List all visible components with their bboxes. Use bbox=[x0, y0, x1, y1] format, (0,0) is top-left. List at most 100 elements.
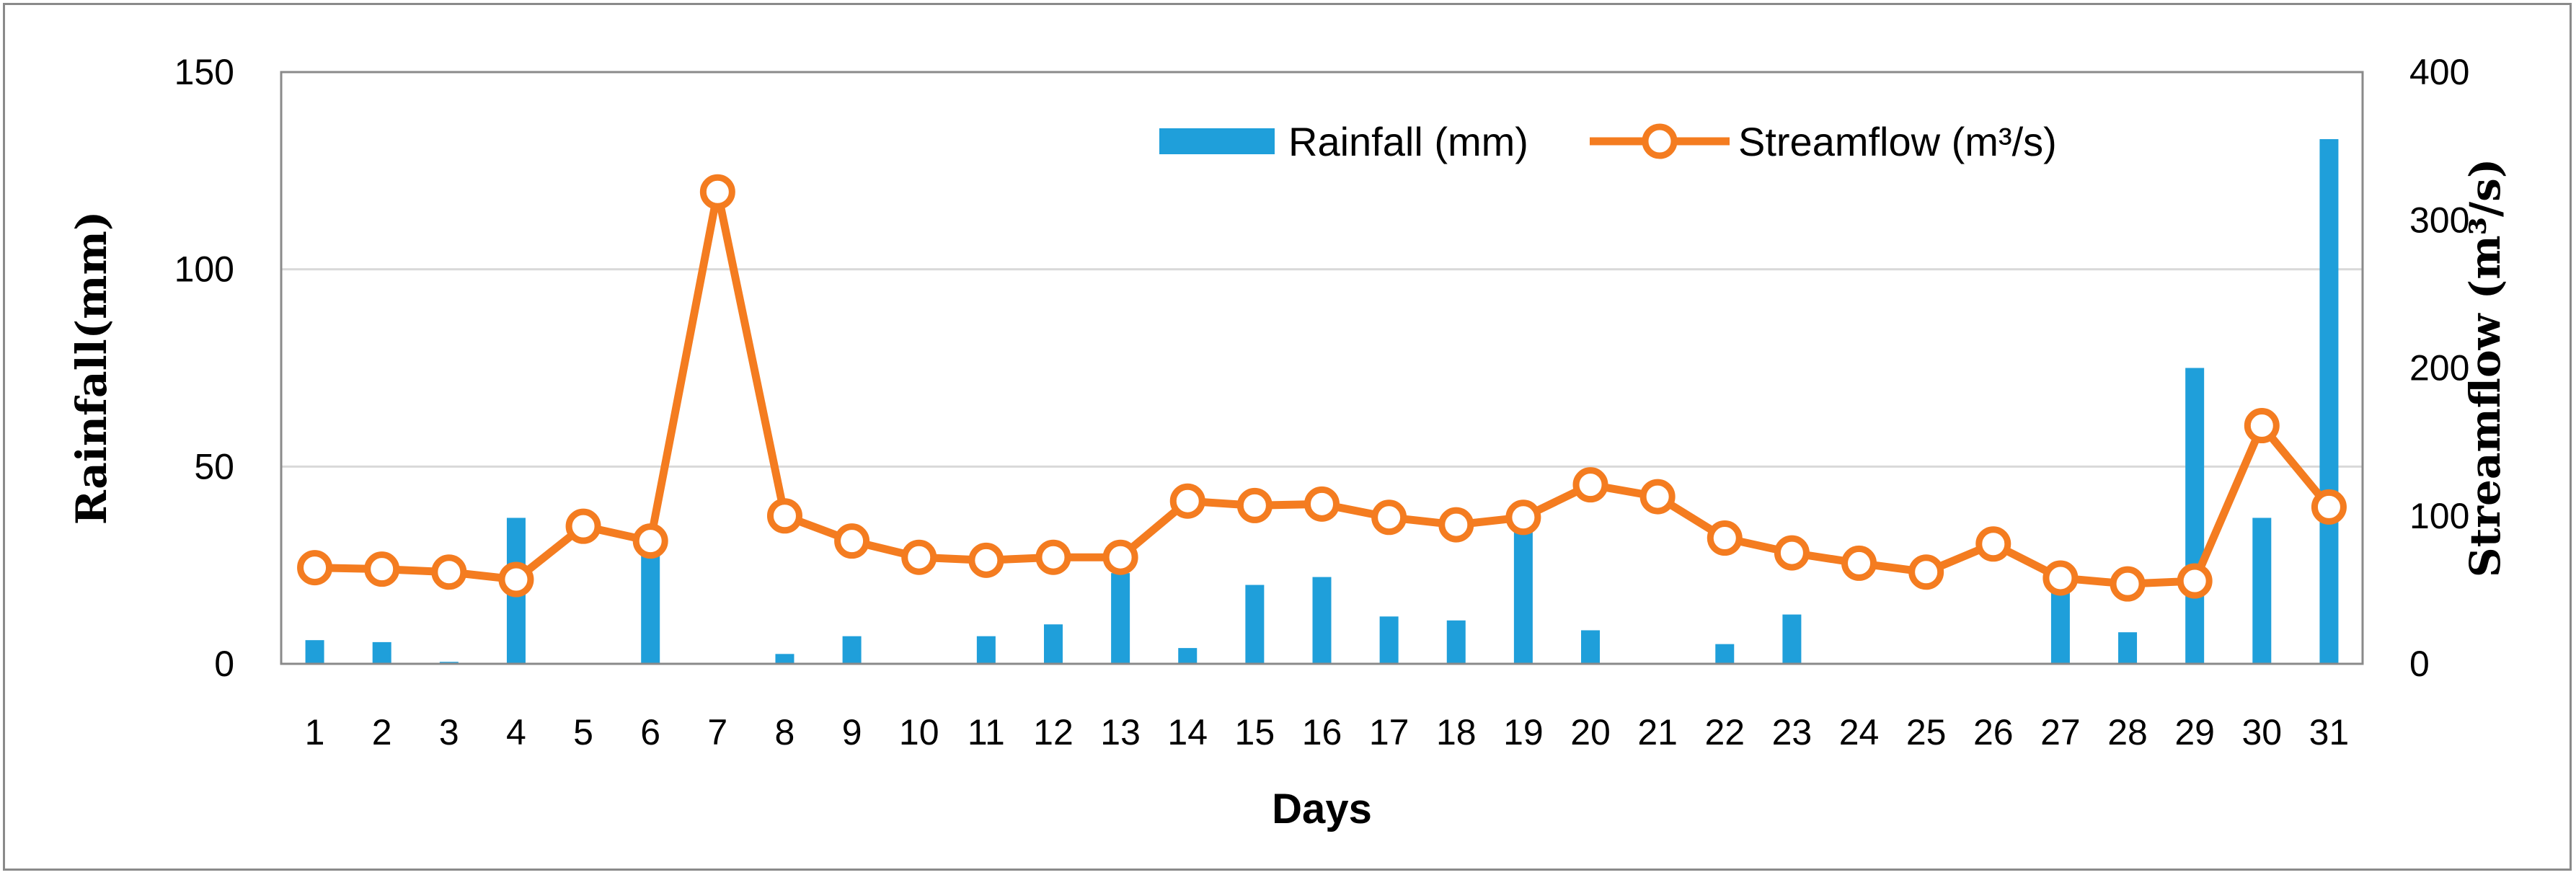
rainfall-bar bbox=[1782, 614, 1802, 664]
x-tick-label: 28 bbox=[2107, 712, 2148, 752]
streamflow-marker bbox=[364, 551, 400, 587]
rainfall-bar bbox=[1178, 648, 1198, 664]
rainfall-bar bbox=[976, 636, 996, 664]
y-axis-left-title: Rainfall(mm) bbox=[67, 211, 116, 525]
x-tick-label: 22 bbox=[1704, 712, 1745, 752]
x-tick-label: 27 bbox=[2040, 712, 2081, 752]
x-tick-label: 29 bbox=[2174, 712, 2215, 752]
x-tick-label: 13 bbox=[1100, 712, 1141, 752]
y-right-tick-label: 300 bbox=[2409, 200, 2469, 240]
x-tick-label: 14 bbox=[1167, 712, 1208, 752]
streamflow-marker bbox=[1908, 554, 1944, 590]
streamflow-polyline bbox=[314, 187, 2332, 588]
x-tick-label: 12 bbox=[1033, 712, 1074, 752]
rainfall-bar bbox=[1715, 644, 1735, 664]
y-left-tick-label: 50 bbox=[194, 446, 234, 487]
x-tick-label: 11 bbox=[968, 712, 1005, 752]
legend-streamflow-label: Streamflow (m³/s) bbox=[1738, 119, 2057, 164]
y-left-tick-label: 150 bbox=[174, 52, 234, 92]
legend: Rainfall (mm) Streamflow (m³/s) bbox=[1159, 119, 2057, 164]
streamflow-marker bbox=[2110, 566, 2146, 602]
x-tick-label: 26 bbox=[1973, 712, 2014, 752]
rainfall-bar bbox=[1379, 616, 1399, 664]
y-axis-right-title: Streamflow (m³/s) bbox=[2461, 159, 2510, 578]
x-tick-label: 25 bbox=[1906, 712, 1947, 752]
rainfall-bar bbox=[2319, 139, 2339, 665]
streamflow-marker bbox=[901, 539, 937, 575]
streamflow-marker bbox=[1841, 545, 1877, 581]
x-tick-label: 16 bbox=[1302, 712, 1342, 752]
streamflow-marker bbox=[968, 542, 1004, 578]
streamflow-marker bbox=[1572, 467, 1608, 503]
streamflow-marker bbox=[1102, 539, 1138, 575]
x-tick-label: 4 bbox=[506, 712, 526, 752]
streamflow-marker bbox=[498, 561, 534, 598]
x-tick-label: 5 bbox=[573, 712, 593, 752]
streamflow-marker bbox=[431, 554, 467, 590]
x-tick-label: 15 bbox=[1235, 712, 1275, 752]
streamflow-marker bbox=[1774, 535, 1810, 571]
rainfall-bar bbox=[1312, 577, 1332, 664]
x-tick-label: 3 bbox=[439, 712, 459, 752]
x-tick-label: 24 bbox=[1839, 712, 1880, 752]
streamflow-line bbox=[297, 174, 2347, 602]
legend-streamflow-marker bbox=[1642, 123, 1678, 159]
rainfall-bar bbox=[1245, 585, 1265, 664]
y-right-tick-label: 200 bbox=[2409, 348, 2469, 388]
x-tick-label: 30 bbox=[2241, 712, 2282, 752]
x-tick-label: 18 bbox=[1436, 712, 1477, 752]
x-tick-label: 23 bbox=[1772, 712, 1813, 752]
rainfall-bar bbox=[305, 640, 324, 664]
rainfall-bar bbox=[641, 545, 660, 664]
y-left-tick-label: 0 bbox=[214, 644, 234, 684]
rainfall-bar bbox=[1111, 573, 1130, 664]
y-right-tick-label: 0 bbox=[2409, 644, 2430, 684]
streamflow-marker bbox=[1707, 520, 1743, 556]
legend-rainfall-swatch bbox=[1159, 128, 1275, 154]
rainfall-bar bbox=[1446, 620, 1466, 664]
x-tick-label: 10 bbox=[899, 712, 939, 752]
left-axis-ticks: 0 50 100 150 bbox=[174, 52, 234, 684]
x-tick-label: 19 bbox=[1503, 712, 1544, 752]
streamflow-marker bbox=[565, 508, 601, 544]
rainfall-bar bbox=[1581, 630, 1601, 664]
streamflow-marker bbox=[699, 174, 735, 210]
streamflow-marker bbox=[2311, 489, 2347, 525]
streamflow-marker bbox=[834, 523, 870, 559]
x-axis-title: Days bbox=[1272, 786, 1372, 832]
streamflow-marker bbox=[1505, 499, 1541, 536]
streamflow-marker bbox=[1304, 486, 1340, 522]
x-tick-label: 1 bbox=[305, 712, 325, 752]
x-tick-label: 7 bbox=[707, 712, 727, 752]
streamflow-marker bbox=[2042, 560, 2079, 596]
streamflow-marker bbox=[1639, 479, 1676, 515]
rainfall-bar bbox=[1043, 624, 1063, 664]
rainfall-bar bbox=[2118, 632, 2138, 664]
x-tick-label: 8 bbox=[775, 712, 795, 752]
streamflow-marker bbox=[2177, 563, 2213, 599]
streamflow-marker bbox=[1169, 483, 1205, 519]
streamflow-marker bbox=[1035, 539, 1071, 575]
chart-frame: 0 50 100 150 0 100 200 300 400 1 2 3 4 5 6 7 8 9 10 11 12 1… bbox=[3, 3, 2572, 871]
rainfall-bar bbox=[842, 636, 862, 664]
streamflow-marker bbox=[1236, 487, 1272, 523]
streamflow-marker bbox=[297, 550, 333, 586]
rainfall-bar bbox=[2252, 518, 2272, 664]
plot-area-border bbox=[280, 71, 2364, 665]
y-right-tick-label: 100 bbox=[2409, 496, 2469, 536]
x-tick-label: 6 bbox=[640, 712, 660, 752]
rainfall-bars bbox=[305, 139, 2339, 665]
x-tick-label: 21 bbox=[1637, 712, 1678, 752]
y-left-tick-label: 100 bbox=[174, 249, 234, 290]
x-tick-label: 17 bbox=[1369, 712, 1409, 752]
rainfall-bar bbox=[2050, 592, 2070, 664]
gridlines bbox=[281, 268, 2363, 468]
x-tick-label: 2 bbox=[372, 712, 392, 752]
streamflow-marker bbox=[1438, 507, 1474, 543]
streamflow-marker bbox=[1371, 499, 1407, 536]
right-axis-ticks: 0 100 200 300 400 bbox=[2409, 52, 2469, 684]
rainfall-bar bbox=[372, 641, 391, 664]
streamflow-marker bbox=[2244, 408, 2280, 444]
rainfall-bar bbox=[1513, 525, 1533, 664]
